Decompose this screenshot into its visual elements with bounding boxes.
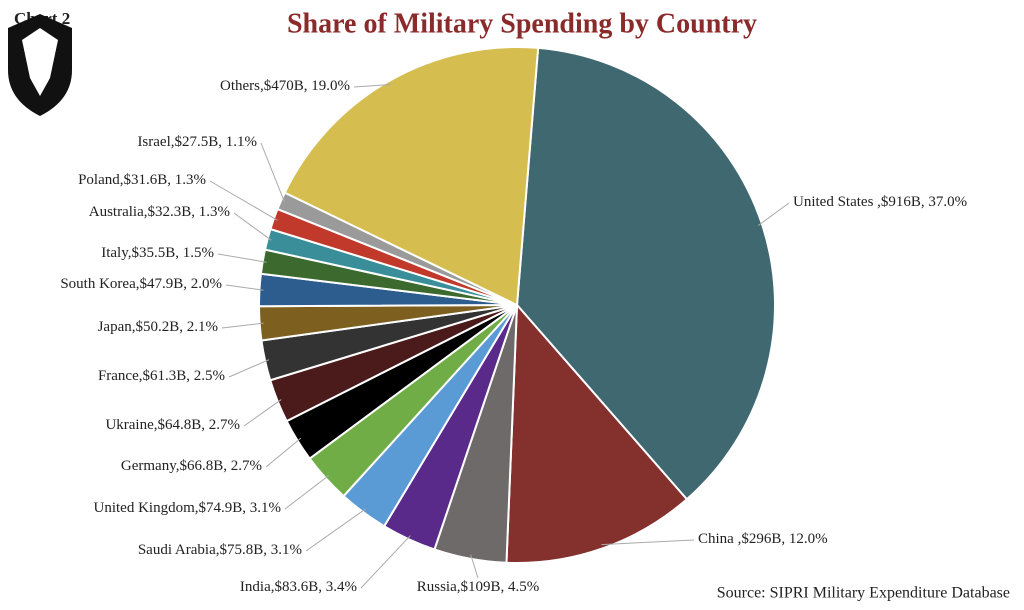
value-label: ,$109B, 4.5% (457, 579, 540, 595)
category-label: South Korea (60, 276, 136, 292)
category-label: Others (220, 78, 260, 94)
value-label: ,$75.8B, 3.1% (216, 542, 302, 558)
data-label: South Korea,$47.9B, 2.0% (60, 276, 222, 292)
value-label: ,$83.6B, 3.4% (271, 579, 357, 595)
leader-line (305, 508, 366, 552)
leader-line (353, 83, 392, 88)
value-label: ,$74.9B, 3.1% (195, 500, 281, 516)
leader-line (360, 535, 411, 589)
value-label: ,$470B, 19.0% (260, 78, 350, 94)
data-label: Russia,$109B, 4.5% (417, 579, 540, 595)
value-label: ,$64.8B, 2.7% (154, 417, 240, 433)
leader-line (470, 554, 479, 579)
category-label: China (698, 531, 738, 547)
value-label: ,$296B, 12.0% (738, 531, 828, 547)
data-label: Germany,$66.8B, 2.7% (121, 458, 262, 474)
data-label: Israel,$27.5B, 1.1% (137, 134, 257, 150)
data-label: Saudi Arabia,$75.8B, 3.1% (138, 542, 302, 558)
data-label: Ukraine,$64.8B, 2.7% (105, 417, 240, 433)
chart-title: Share of Military Spending by Country (287, 8, 757, 39)
leader-line (233, 212, 272, 241)
category-label: Israel (137, 134, 170, 150)
logo-detail (22, 28, 58, 96)
leader-line (217, 253, 267, 263)
value-label: ,$32.3B, 1.3% (144, 204, 230, 220)
value-label: ,$916B, 37.0% (877, 194, 967, 210)
category-label: Poland (78, 172, 120, 188)
category-label: Australia (89, 204, 144, 220)
leader-line (265, 437, 302, 468)
category-label: Italy (101, 245, 129, 261)
category-label: United Kingdom (94, 500, 196, 516)
source-note: Source: SIPRI Military Expenditure Datab… (717, 585, 1010, 602)
data-label: Poland,$31.6B, 1.3% (78, 172, 206, 188)
value-label: ,$27.5B, 1.1% (171, 134, 257, 150)
leader-line (228, 359, 270, 378)
value-label: ,$35.5B, 1.5% (128, 245, 214, 261)
leader-line (221, 322, 264, 329)
leader-line (284, 475, 330, 510)
data-label: Italy,$35.5B, 1.5% (101, 245, 214, 261)
category-label: Saudi Arabia (138, 542, 216, 558)
data-label: India,$83.6B, 3.4% (240, 579, 357, 595)
pie-slice (515, 46, 776, 501)
pie-slice (505, 302, 689, 564)
leader-line (243, 399, 282, 427)
category-label: France (98, 368, 139, 384)
data-label: United States ,$916B, 37.0% (793, 194, 967, 210)
leader-line (225, 284, 264, 291)
category-label: Ukraine (105, 417, 154, 433)
leader-line (757, 202, 790, 226)
value-label: ,$31.6B, 1.3% (120, 172, 206, 188)
category-label: Russia (417, 579, 457, 595)
data-label: France,$61.3B, 2.5% (98, 368, 225, 384)
leader-line (260, 142, 286, 203)
pie-slice (283, 46, 540, 307)
value-label: ,$61.3B, 2.5% (139, 368, 225, 384)
category-label: Japan (98, 319, 133, 335)
value-label: ,$50.2B, 2.1% (132, 319, 218, 335)
value-label: ,$66.8B, 2.7% (176, 458, 262, 474)
category-label: Germany (121, 458, 177, 474)
data-label: Others,$470B, 19.0% (220, 78, 350, 94)
data-label: Australia,$32.3B, 1.3% (89, 204, 230, 220)
category-label: India (240, 579, 271, 595)
data-label: Japan,$50.2B, 2.1% (98, 319, 218, 335)
leader-line (601, 539, 695, 546)
data-label: United Kingdom,$74.9B, 3.1% (94, 500, 282, 516)
value-label: ,$47.9B, 2.0% (136, 276, 222, 292)
leader-line (209, 180, 278, 221)
data-label: China ,$296B, 12.0% (698, 531, 828, 547)
category-label: United States (793, 194, 877, 210)
